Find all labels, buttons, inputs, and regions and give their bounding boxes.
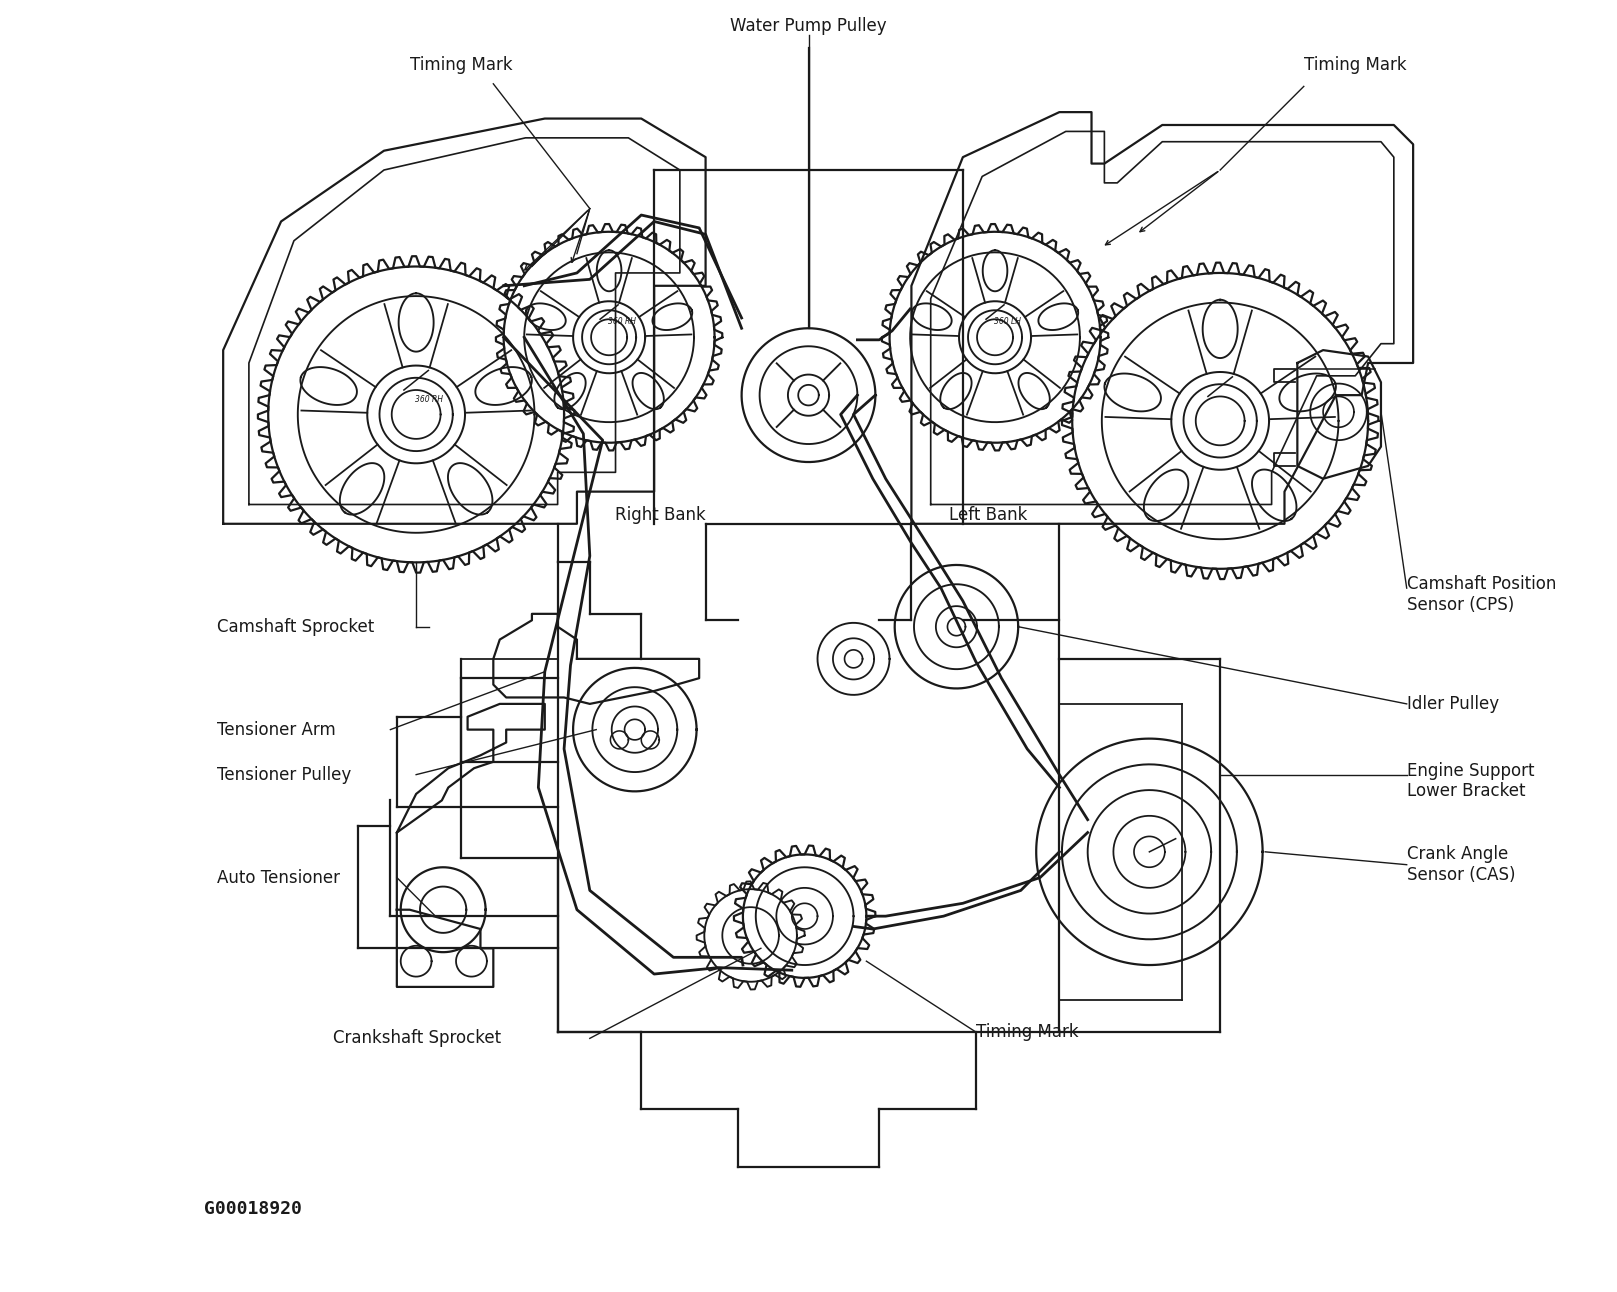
Text: 360 LH: 360 LH — [994, 318, 1022, 327]
Text: G00018920: G00018920 — [204, 1200, 302, 1218]
Text: Crank Angle
Sensor (CAS): Crank Angle Sensor (CAS) — [1407, 845, 1515, 884]
Text: Engine Support
Lower Bracket: Engine Support Lower Bracket — [1407, 762, 1535, 801]
Text: Crankshaft Sprocket: Crankshaft Sprocket — [333, 1030, 501, 1048]
Text: Tensioner Arm: Tensioner Arm — [217, 721, 335, 739]
Text: Left Bank: Left Bank — [949, 505, 1028, 523]
Text: Timing Mark: Timing Mark — [1303, 56, 1407, 74]
Text: Camshaft Sprocket: Camshaft Sprocket — [217, 618, 374, 636]
Text: Right Bank: Right Bank — [614, 505, 707, 523]
Text: Timing Mark: Timing Mark — [975, 1023, 1079, 1041]
Text: 360 RH: 360 RH — [608, 318, 635, 327]
Text: Tensioner Pulley: Tensioner Pulley — [217, 766, 351, 784]
Text: Camshaft Position
Sensor (CPS): Camshaft Position Sensor (CPS) — [1407, 575, 1556, 614]
Text: 360 RH: 360 RH — [416, 394, 443, 403]
Text: Timing Mark: Timing Mark — [409, 56, 513, 74]
Text: Water Pump Pulley: Water Pump Pulley — [731, 17, 886, 35]
Text: Auto Tensioner: Auto Tensioner — [217, 868, 340, 886]
Text: Idler Pulley: Idler Pulley — [1407, 695, 1499, 713]
